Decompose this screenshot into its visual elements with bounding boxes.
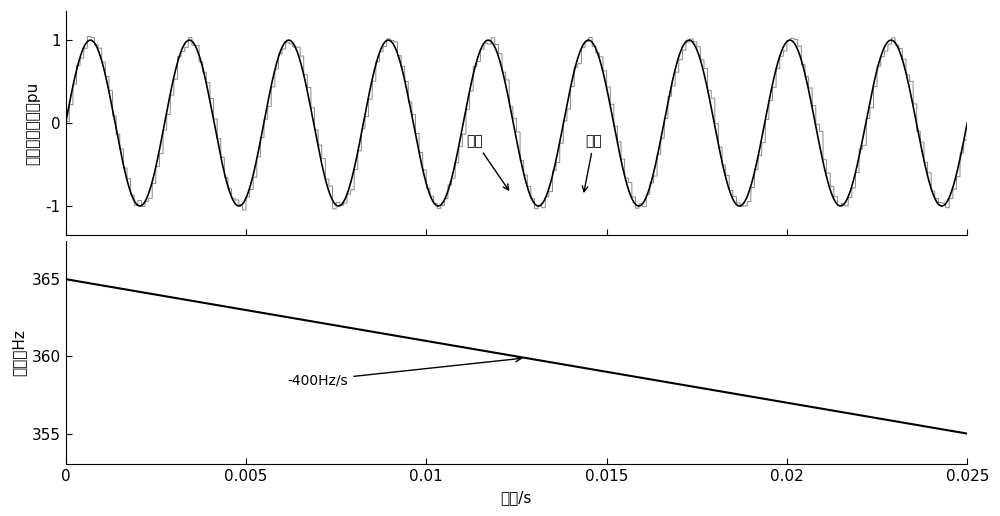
Text: 输出: 输出 xyxy=(582,134,602,192)
Text: -400Hz/s: -400Hz/s xyxy=(288,356,521,387)
Y-axis label: 输入输出信号／pu: 输入输出信号／pu xyxy=(25,82,40,165)
Y-axis label: 频率／Hz: 频率／Hz xyxy=(11,329,26,376)
Text: 输入: 输入 xyxy=(467,134,509,190)
X-axis label: 时间/s: 时间/s xyxy=(501,490,532,505)
